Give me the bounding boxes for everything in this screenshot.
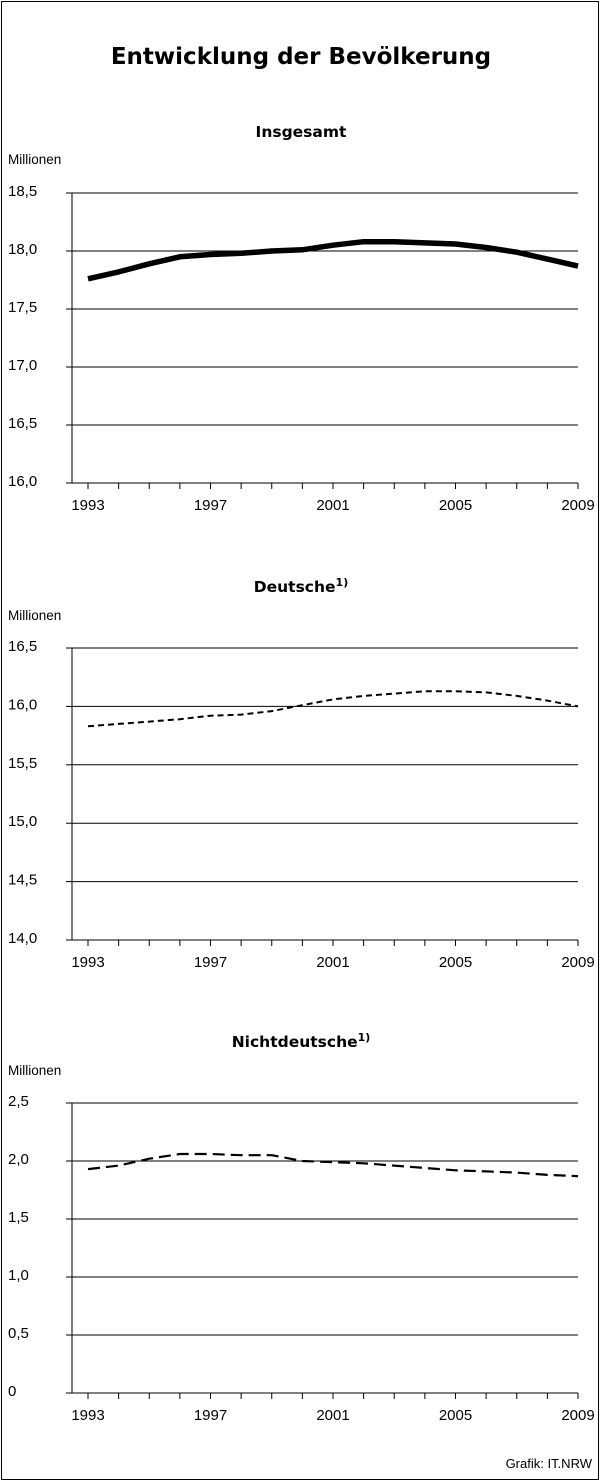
y-tick-label: 2,0 <box>8 1151 29 1168</box>
y-tick-label: 15,5 <box>8 755 37 772</box>
chart-3: Nichtdeutsche1) Millionen 0 0,5 1,0 1,5 2,0 2,5… <box>8 1031 595 1424</box>
x-tick-label: 2001 <box>316 1407 349 1424</box>
x-tick-label: 1997 <box>194 1407 227 1424</box>
x-tick-label: 1993 <box>71 954 104 971</box>
x-tick-label: 2001 <box>316 497 349 514</box>
chart-title: Insgesamt <box>256 123 347 141</box>
chart-title: Nichtdeutsche1) <box>232 1031 371 1051</box>
x-tick-label: 2009 <box>561 1407 594 1424</box>
y-tick-label: 14,0 <box>8 930 37 947</box>
page-title: Entwicklung der Bevölkerung <box>110 44 492 70</box>
y-tick-label: 16,0 <box>8 473 37 490</box>
chart-title: Deutsche1) <box>254 576 348 596</box>
series-line <box>87 238 579 282</box>
chart-1: Insgesamt Millionen 16,0 16,5 17,0 17,5 18,0 18… <box>8 123 595 514</box>
chart-2: Deutsche1) Millionen 14,0 14,5 15,0 15,5 16,0 1… <box>8 576 595 971</box>
chart-title-text: Deutsche <box>254 578 336 596</box>
x-tick-label: 1997 <box>194 497 227 514</box>
x-tick-label: 2005 <box>439 954 472 971</box>
x-tick-label: 2009 <box>561 497 594 514</box>
footnote-marker: 1) <box>358 1031 371 1044</box>
y-tick-label: 0 <box>8 1383 16 1400</box>
x-tick-label: 2009 <box>561 954 594 971</box>
y-tick-label: 2,5 <box>8 1093 29 1110</box>
y-tick-label: 17,5 <box>8 299 37 316</box>
y-axis-unit: Millionen <box>8 152 61 167</box>
series-line <box>87 690 579 728</box>
y-tick-label: 17,0 <box>8 357 37 374</box>
y-tick-label: 1,5 <box>8 1209 29 1226</box>
x-tick-label: 1993 <box>71 497 104 514</box>
y-axis-unit: Millionen <box>8 1063 61 1078</box>
x-tick-label: 2001 <box>316 954 349 971</box>
x-tick-label: 2005 <box>439 497 472 514</box>
y-tick-label: 15,0 <box>8 813 37 830</box>
footnote-marker: 1) <box>336 576 349 589</box>
y-tick-label: 0,5 <box>8 1325 29 1342</box>
y-tick-label: 16,5 <box>8 415 37 432</box>
x-tick-label: 1997 <box>194 954 227 971</box>
x-tick-label: 1993 <box>71 1407 104 1424</box>
y-tick-label: 14,5 <box>8 872 37 889</box>
y-tick-label: 16,5 <box>8 638 37 655</box>
chart-title-text: Insgesamt <box>256 123 347 141</box>
series-line <box>87 1152 579 1178</box>
credit-text: Grafik: IT.NRW <box>505 1456 592 1471</box>
x-tick-label: 2005 <box>439 1407 472 1424</box>
y-tick-label: 18,0 <box>8 241 37 258</box>
y-tick-label: 1,0 <box>8 1267 29 1284</box>
chart-title-text: Nichtdeutsche <box>232 1033 358 1051</box>
y-tick-label: 16,0 <box>8 696 37 713</box>
y-axis-unit: Millionen <box>8 608 61 623</box>
y-tick-label: 18,5 <box>8 183 37 200</box>
